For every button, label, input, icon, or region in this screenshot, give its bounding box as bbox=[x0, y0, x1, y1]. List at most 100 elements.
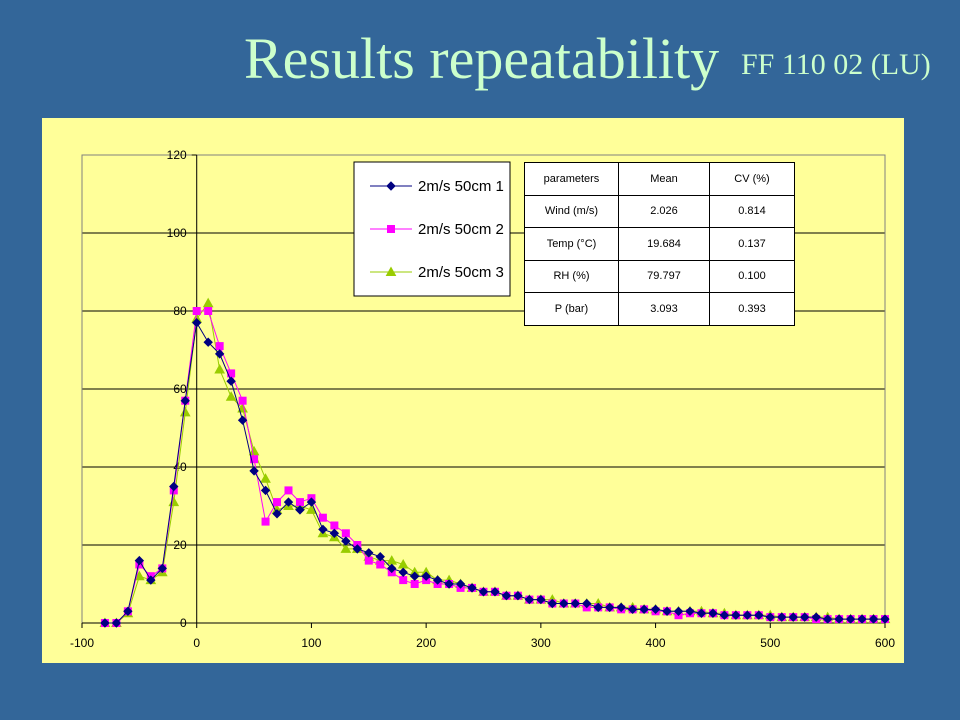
data-point bbox=[248, 445, 260, 456]
table-cell: 0.393 bbox=[709, 292, 795, 326]
y-tick-label: 20 bbox=[173, 538, 187, 552]
data-point bbox=[157, 563, 168, 574]
data-point bbox=[397, 558, 409, 569]
x-tick-label: 200 bbox=[416, 636, 436, 650]
data-point bbox=[410, 580, 419, 588]
data-point bbox=[295, 505, 305, 515]
data-point bbox=[260, 473, 271, 483]
table-header-cell: parameters bbox=[524, 162, 619, 196]
data-point bbox=[318, 513, 327, 522]
x-tick-label: 300 bbox=[531, 636, 551, 650]
data-point bbox=[306, 504, 317, 514]
data-point bbox=[111, 618, 122, 628]
legend-marker bbox=[387, 225, 395, 233]
data-point bbox=[627, 604, 638, 615]
legend-item-1: 2m/s 50cm 1 bbox=[370, 178, 504, 195]
data-point bbox=[845, 614, 856, 624]
table-header-cell: Mean bbox=[618, 162, 710, 196]
table-row: RH (%) 79.797 0.100 bbox=[524, 259, 795, 293]
data-point bbox=[788, 612, 798, 622]
data-point bbox=[203, 337, 213, 347]
data-point bbox=[272, 509, 282, 519]
data-point bbox=[409, 571, 420, 581]
legend-item-3: 2m/s 50cm 3 bbox=[370, 264, 504, 281]
data-point bbox=[811, 612, 821, 622]
data-point bbox=[444, 579, 454, 589]
data-point bbox=[260, 485, 271, 496]
legend-marker bbox=[386, 181, 396, 191]
data-point bbox=[340, 543, 352, 553]
data-point bbox=[834, 614, 844, 624]
data-point bbox=[857, 614, 867, 624]
data-point bbox=[261, 517, 270, 526]
data-point bbox=[754, 610, 764, 620]
table-cell: 79.797 bbox=[618, 259, 710, 293]
data-point bbox=[547, 598, 558, 609]
y-tick-label: 100 bbox=[167, 226, 187, 240]
data-point bbox=[214, 349, 225, 359]
data-point bbox=[524, 594, 535, 605]
data-point bbox=[559, 598, 569, 609]
legend-label: 2m/s 50cm 2 bbox=[418, 221, 504, 238]
x-tick-label: 0 bbox=[193, 636, 200, 650]
data-point bbox=[318, 524, 328, 535]
data-point bbox=[696, 608, 707, 618]
y-tick-label: 120 bbox=[167, 148, 187, 162]
data-point bbox=[478, 587, 489, 597]
data-point bbox=[582, 598, 592, 609]
data-point bbox=[685, 606, 695, 617]
data-point bbox=[134, 555, 145, 566]
data-point bbox=[204, 307, 213, 315]
x-tick-label: 100 bbox=[301, 636, 321, 650]
data-point bbox=[880, 614, 890, 624]
data-point bbox=[399, 576, 408, 585]
x-tick-label: -100 bbox=[70, 636, 94, 650]
data-point bbox=[593, 602, 603, 613]
data-point bbox=[777, 612, 787, 622]
data-point bbox=[536, 594, 546, 605]
data-point bbox=[341, 536, 351, 546]
data-point bbox=[168, 496, 180, 507]
table-cell: 0.137 bbox=[709, 227, 795, 261]
data-point bbox=[249, 466, 259, 476]
data-point bbox=[513, 590, 523, 601]
data-point bbox=[731, 610, 741, 620]
data-point bbox=[490, 587, 500, 597]
legend-item-2: 2m/s 50cm 2 bbox=[370, 221, 504, 238]
data-point bbox=[202, 297, 214, 308]
data-point bbox=[237, 415, 248, 425]
data-point bbox=[225, 391, 237, 401]
data-point bbox=[192, 307, 201, 315]
table-cell: 0.100 bbox=[709, 259, 795, 293]
data-point bbox=[604, 602, 615, 613]
series-line bbox=[104, 321, 885, 624]
data-point bbox=[639, 604, 649, 615]
data-point bbox=[364, 556, 373, 565]
data-point bbox=[283, 497, 294, 507]
data-point bbox=[169, 481, 179, 492]
data-point bbox=[250, 455, 259, 464]
data-point bbox=[284, 486, 293, 495]
data-point bbox=[215, 342, 224, 351]
data-point bbox=[673, 606, 684, 617]
data-point bbox=[455, 579, 466, 589]
data-point bbox=[376, 560, 385, 569]
table-cell: Temp (°C) bbox=[524, 227, 619, 261]
data-point bbox=[822, 614, 833, 624]
data-point bbox=[375, 551, 385, 562]
legend-label: 2m/s 50cm 1 bbox=[418, 178, 504, 195]
data-point bbox=[765, 612, 775, 622]
data-point bbox=[214, 363, 226, 374]
data-point bbox=[742, 610, 753, 620]
legend-label: 2m/s 50cm 3 bbox=[418, 264, 504, 281]
data-point bbox=[467, 583, 477, 593]
data-point bbox=[330, 521, 339, 530]
data-point bbox=[364, 548, 374, 558]
table-row: P (bar) 3.093 0.393 bbox=[524, 292, 795, 326]
data-point bbox=[352, 544, 363, 554]
table-cell: 2.026 bbox=[618, 194, 710, 228]
data-point bbox=[238, 396, 247, 405]
data-point bbox=[398, 567, 408, 578]
table-cell: 19.684 bbox=[618, 227, 710, 261]
data-point bbox=[192, 317, 202, 328]
